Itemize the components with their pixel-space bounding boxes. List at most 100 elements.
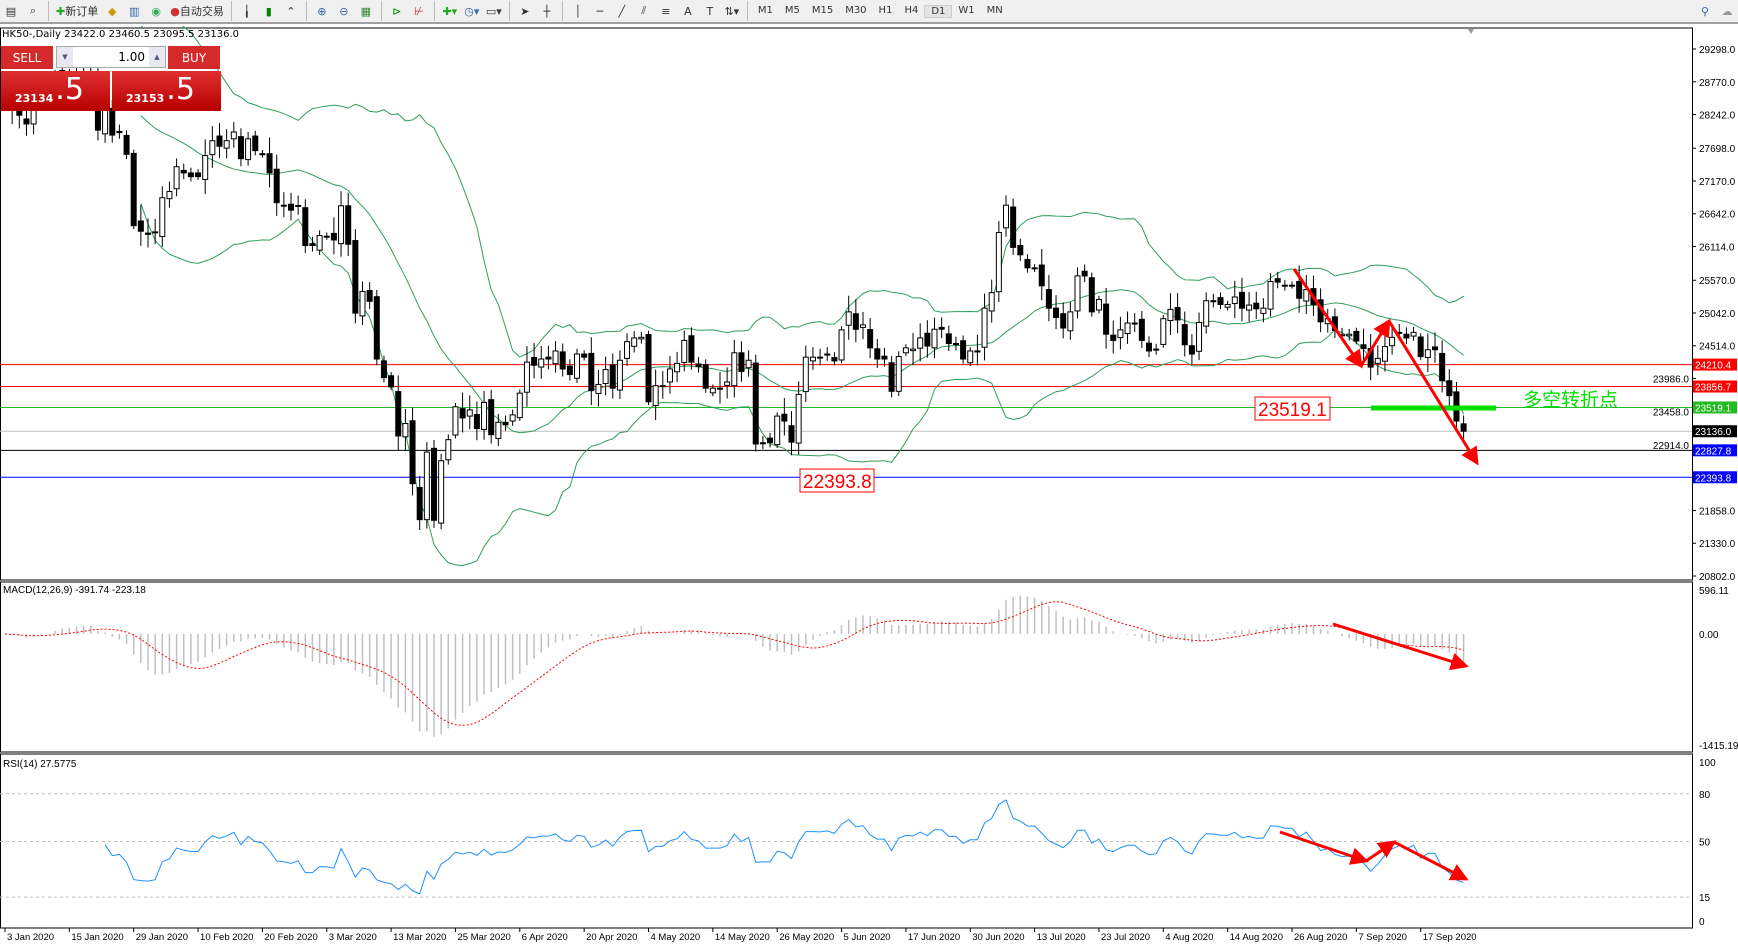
- chart-shift-icon[interactable]: ⊬: [414, 4, 424, 18]
- candle: [1095, 295, 1102, 314]
- candle-body: [1346, 333, 1353, 337]
- buy-price-button[interactable]: 23153.5: [112, 71, 221, 111]
- candle-body: [974, 350, 981, 353]
- timeframe-m5[interactable]: M5: [784, 4, 800, 16]
- candle: [717, 372, 723, 404]
- timeframe-m30[interactable]: M30: [845, 4, 867, 16]
- candle-body: [1353, 330, 1360, 342]
- zoom-out-icon[interactable]: ⊖: [339, 4, 349, 18]
- sell-button[interactable]: SELL: [1, 46, 53, 69]
- candle-body: [1210, 300, 1217, 303]
- candle-body: [731, 352, 738, 387]
- candle-body: [1274, 278, 1281, 283]
- candle: [1439, 340, 1446, 393]
- candle: [781, 398, 788, 436]
- zoom-chart-icon[interactable]: ⌕: [29, 4, 37, 17]
- chart-area[interactable]: 29298.0 28770.0 28242.0 27698.0 27170.0 26642…: [0, 26, 1738, 944]
- new-order-button[interactable]: ✚ 新订单: [53, 1, 101, 21]
- zoom-in-icon[interactable]: ⊕: [317, 4, 327, 18]
- templates-icon[interactable]: ▭▾: [485, 4, 502, 18]
- macd-label: MACD(12,26,9) -391.74 -223.18: [3, 585, 146, 596]
- candle-body: [1045, 289, 1052, 309]
- fibonacci-icon[interactable]: ≡: [661, 4, 671, 18]
- crosshair-icon[interactable]: ┼: [543, 4, 551, 18]
- candle: [1289, 281, 1295, 289]
- buy-button[interactable]: BUY: [168, 46, 220, 69]
- candle: [1432, 332, 1438, 363]
- trendline-icon[interactable]: ╱: [618, 4, 626, 18]
- increase-lot-icon[interactable]: ▲: [149, 47, 165, 67]
- text-icon[interactable]: A: [684, 4, 692, 18]
- candle: [1188, 334, 1195, 365]
- candle-body: [1231, 296, 1238, 305]
- rsi-trend-arrow: [1365, 840, 1397, 863]
- timeframe-h4[interactable]: H4: [904, 4, 919, 16]
- timeframe-mn[interactable]: MN: [986, 4, 1003, 16]
- candle-body: [159, 197, 166, 238]
- timeframe-h1[interactable]: H1: [878, 4, 893, 16]
- candle-body: [817, 356, 824, 359]
- bar-chart-icon[interactable]: ╽: [243, 4, 251, 18]
- candle: [874, 338, 881, 368]
- horizontal-line-icon[interactable]: ─: [596, 4, 604, 18]
- cursor-icon[interactable]: ➤: [520, 4, 530, 18]
- timeframe-d1[interactable]: D1: [924, 4, 953, 18]
- line-chart-icon[interactable]: ⌃: [286, 4, 296, 18]
- candle-body: [1174, 307, 1181, 321]
- strategy-tester-icon[interactable]: ▥: [129, 4, 140, 18]
- candle: [802, 345, 809, 402]
- date-axis-label: 26 Aug 2020: [1294, 932, 1347, 943]
- candle-body: [724, 381, 731, 386]
- candle-body: [1181, 324, 1188, 346]
- periods-icon[interactable]: ◷▾: [464, 4, 480, 18]
- auto-trading-button[interactable]: ● 自动交易: [167, 1, 227, 21]
- tile-windows-icon[interactable]: ▦: [360, 4, 372, 18]
- candle: [373, 289, 380, 366]
- equidistant-channel-icon[interactable]: ⫽: [641, 4, 647, 17]
- candle: [552, 341, 559, 373]
- lot-size-stepper[interactable]: ▼ 1.00 ▲: [56, 46, 166, 68]
- metaeditor-icon[interactable]: ◆: [107, 4, 117, 18]
- date-axis-label: 6 Apr 2020: [522, 932, 568, 943]
- candle: [967, 347, 974, 367]
- terminal-icon[interactable]: ▤: [5, 4, 17, 18]
- candle: [1010, 198, 1017, 255]
- lot-size-input[interactable]: 1.00: [118, 50, 145, 64]
- candle: [1303, 274, 1310, 315]
- candle: [423, 442, 430, 529]
- timeframe-w1[interactable]: W1: [958, 4, 975, 16]
- text-label-icon[interactable]: T: [706, 4, 714, 18]
- community-icon[interactable]: ☁: [1721, 4, 1733, 18]
- sell-price-button[interactable]: 23134.5: [1, 71, 110, 111]
- candle-body: [1146, 342, 1152, 352]
- indicators-icon[interactable]: ✚▾: [442, 4, 458, 18]
- price-axis-label: 20802.0: [1699, 572, 1736, 583]
- candle-body: [1153, 348, 1160, 351]
- candle-body: [1381, 346, 1388, 362]
- date-axis-label: 4 Aug 2020: [1165, 932, 1213, 943]
- timeframe-m1[interactable]: M1: [757, 4, 773, 16]
- signals-icon[interactable]: ◉: [151, 4, 162, 18]
- decrease-lot-icon[interactable]: ▼: [57, 47, 73, 67]
- timeframe-m15[interactable]: M15: [811, 4, 834, 16]
- auto-scroll-icon[interactable]: ⊳: [392, 4, 402, 18]
- candle-body: [295, 204, 302, 207]
- candle-body: [616, 359, 623, 391]
- candle: [509, 409, 516, 426]
- vertical-line-icon[interactable]: │: [574, 4, 582, 18]
- candle: [1196, 312, 1203, 361]
- price-axis-label: 23458.0: [1653, 407, 1690, 418]
- candle-body: [345, 205, 352, 245]
- candle-body: [202, 155, 209, 180]
- candle-body: [545, 356, 552, 360]
- buy-price: 23153: [126, 92, 165, 105]
- arrows-icon[interactable]: ⇅▾: [724, 4, 740, 18]
- candle-body: [195, 172, 202, 178]
- candle: [488, 389, 495, 444]
- search-icon[interactable]: ⚲: [1700, 4, 1710, 18]
- candle: [759, 435, 766, 450]
- candle: [1038, 248, 1045, 301]
- candle-body: [588, 352, 595, 392]
- price-axis-label: 28770.0: [1699, 78, 1736, 89]
- candlestick-icon[interactable]: ▮: [265, 4, 272, 18]
